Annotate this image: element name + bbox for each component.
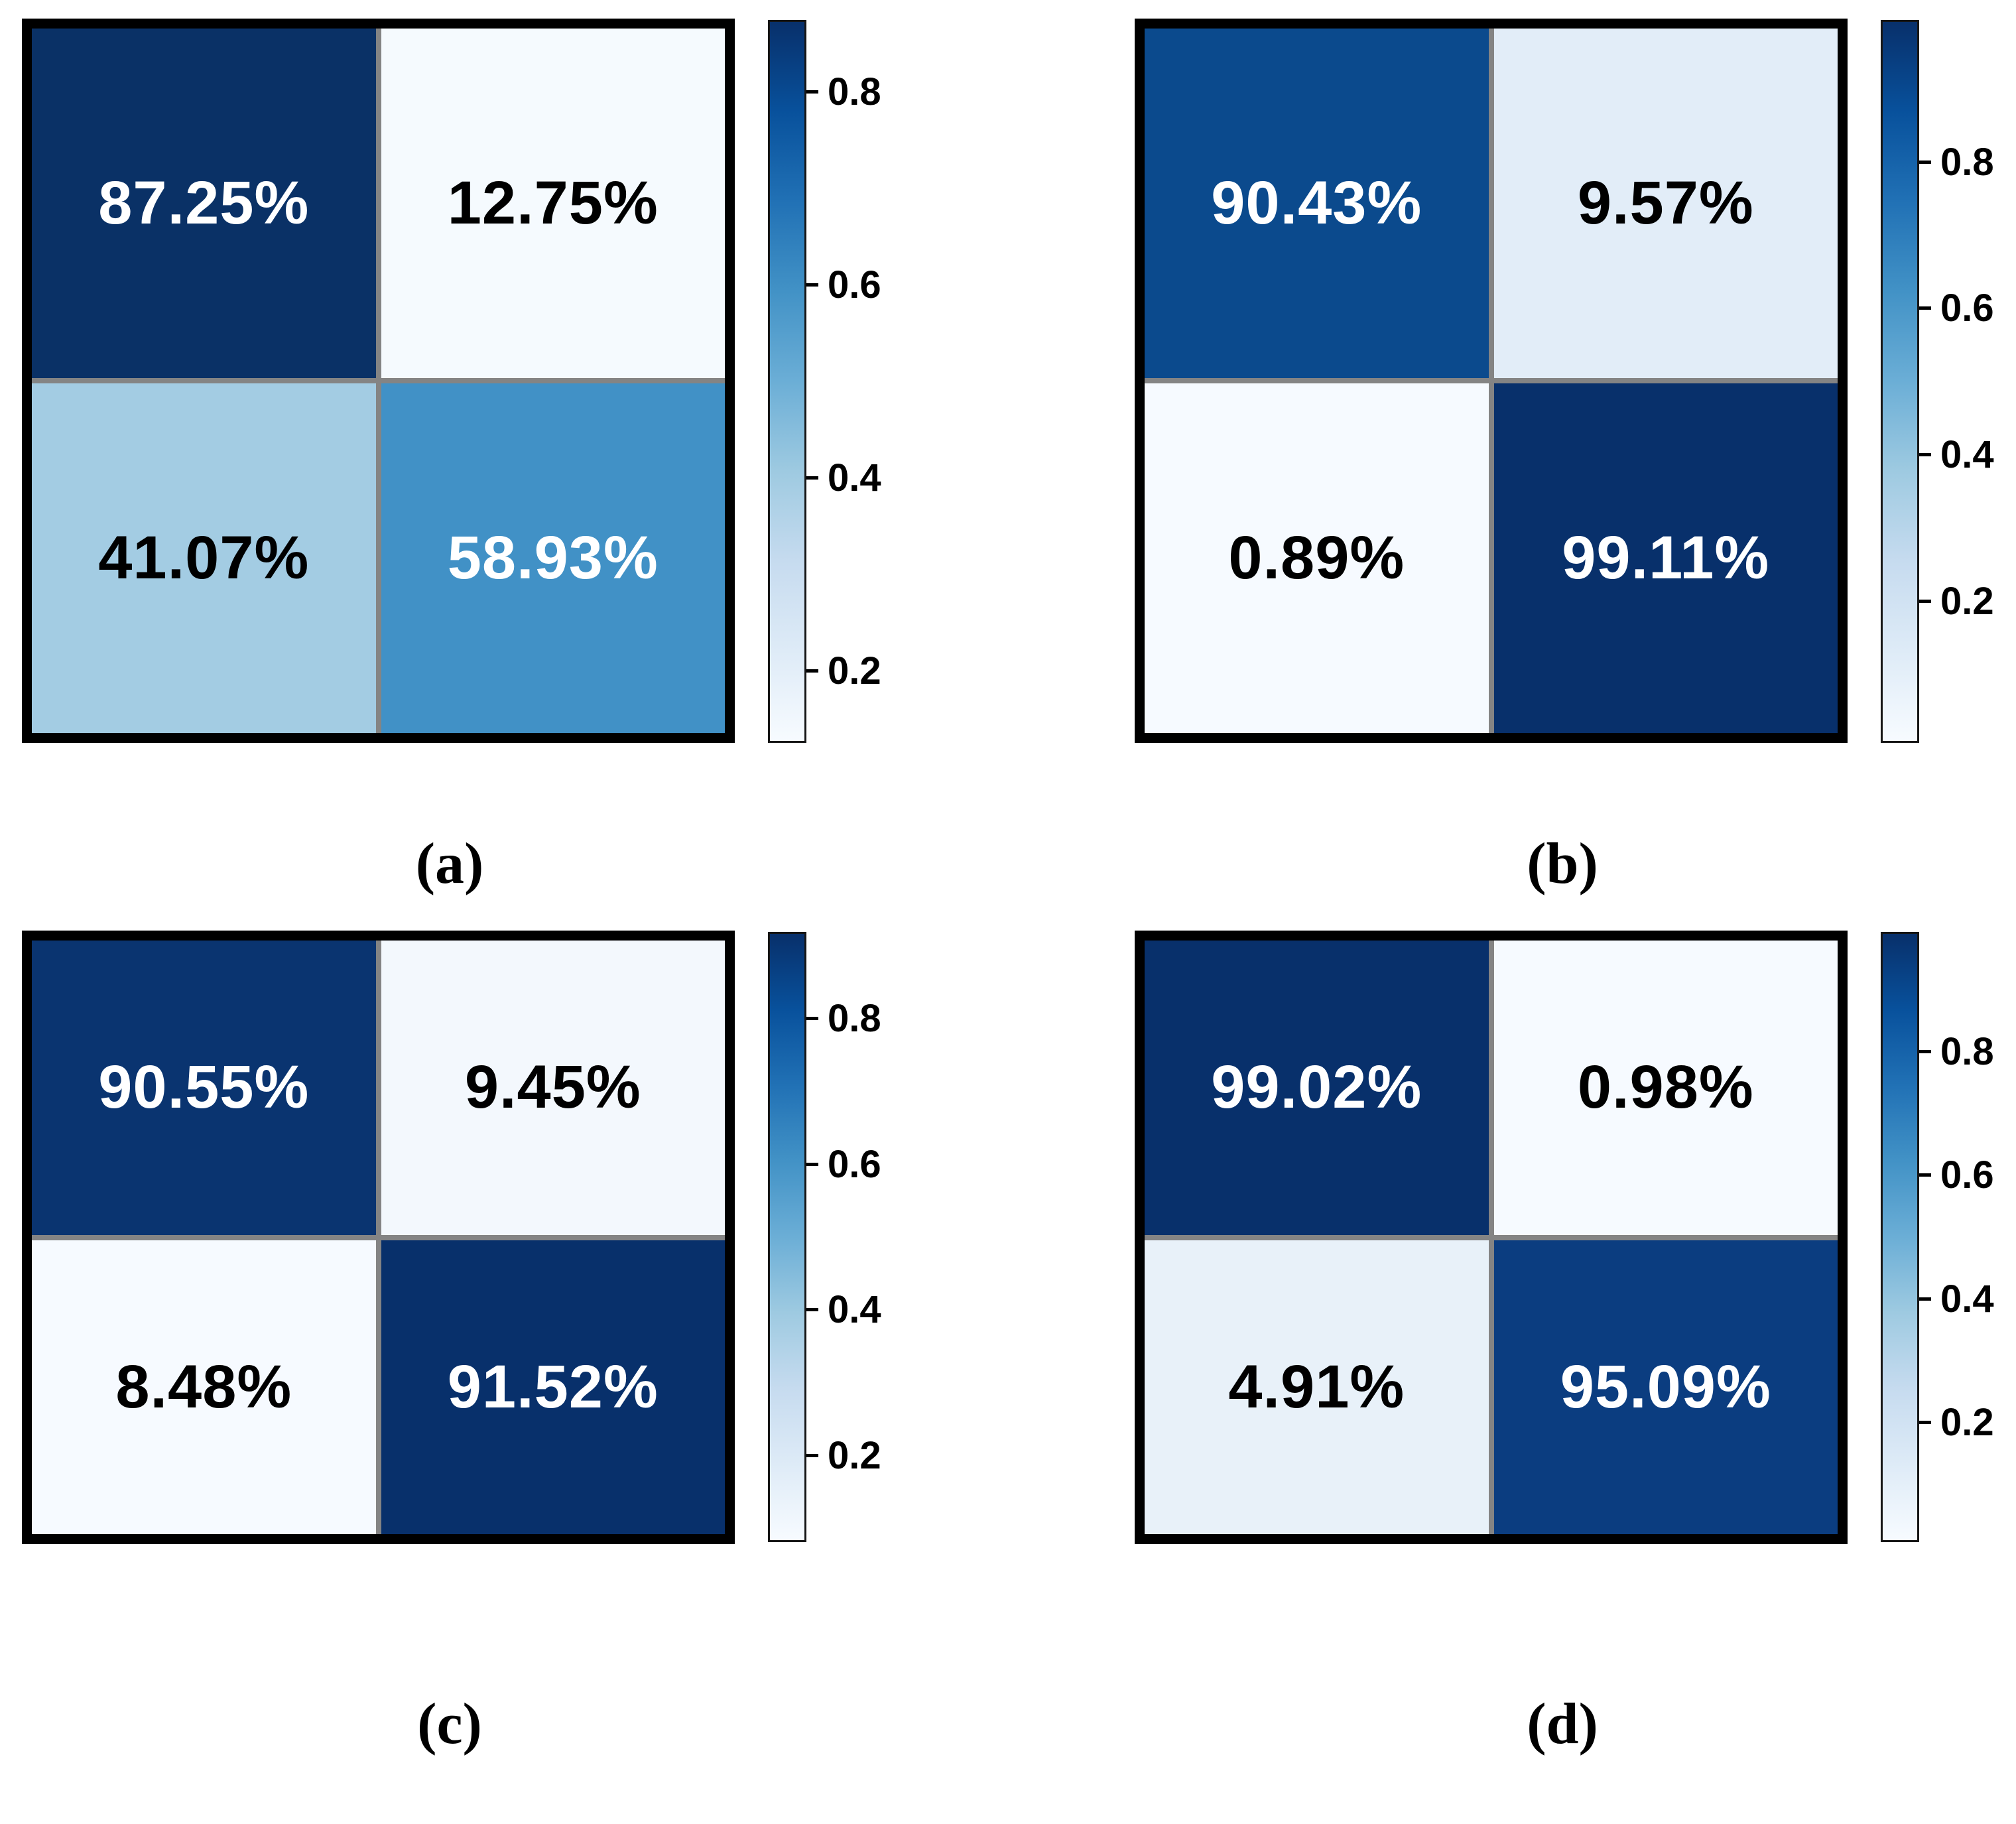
colorbar-tick: 0.4 [806, 454, 881, 501]
colorbar-gradient [770, 934, 804, 1540]
colorbar-tick: 0.8 [1919, 1028, 1994, 1075]
tick-label: 0.2 [1940, 1401, 1994, 1445]
tick-mark [1919, 453, 1931, 457]
tick-mark [806, 90, 818, 94]
matrix-cell-r0c1: 9.45% [381, 941, 725, 1235]
tick-label: 0.2 [828, 649, 881, 693]
colorbar-c: 0.8 0.6 0.4 0.2 [768, 932, 881, 1542]
colorbar-tick: 0.6 [1919, 1152, 1994, 1199]
matrix-cell-r1c0: 8.48% [32, 1240, 376, 1534]
tick-mark [1919, 160, 1931, 164]
matrix-cell-r0c1: 0.98% [1493, 941, 1838, 1235]
tick-mark [806, 1454, 818, 1458]
colorbar-gradient [1883, 934, 1917, 1540]
tick-label: 0.6 [828, 1142, 881, 1186]
confusion-matrix-c: 90.55% 9.45% 8.48% 91.52% [22, 931, 735, 1544]
tick-label: 0.8 [1940, 1029, 1994, 1073]
tick-label: 0.4 [1940, 433, 1994, 477]
tick-label: 0.6 [828, 263, 881, 307]
matrix-cell-r1c1: 91.52% [381, 1240, 725, 1534]
colorbar-tick: 0.8 [806, 68, 881, 115]
matrix-cell-r1c0: 4.91% [1145, 1240, 1489, 1534]
tick-mark [1919, 1421, 1931, 1425]
confusion-matrix-a: 87.25% 12.75% 41.07% 58.93% [22, 19, 735, 743]
tick-mark [1919, 1049, 1931, 1053]
colorbar-gradient [770, 22, 804, 741]
panel-label-d: (d) [1527, 1692, 1598, 1756]
tick-mark [806, 283, 818, 287]
tick-label: 0.8 [828, 70, 881, 113]
tick-mark [806, 1308, 818, 1312]
panel-label-a: (a) [415, 832, 484, 896]
tick-mark [806, 1162, 818, 1166]
colorbar-tick: 0.4 [1919, 432, 1994, 478]
matrix-cell-r1c0: 41.07% [32, 383, 376, 733]
colorbar-tick: 0.6 [806, 262, 881, 308]
tick-label: 0.6 [1940, 286, 1994, 330]
panel-label-b: (b) [1527, 832, 1598, 896]
confusion-matrix-b: 90.43% 9.57% 0.89% 99.11% [1135, 19, 1848, 743]
panel-a: 87.25% 12.75% 41.07% 58.93% 0.8 0.6 0.4 … [0, 0, 903, 912]
tick-mark [1919, 1297, 1931, 1301]
colorbar-a: 0.8 0.6 0.4 0.2 [768, 20, 881, 743]
colorbar-tick: 0.2 [806, 648, 881, 694]
matrix-cell-r0c0: 90.55% [32, 941, 376, 1235]
colorbar-gradient [1883, 22, 1917, 741]
matrix-cell-r1c1: 99.11% [1493, 383, 1838, 733]
colorbar-tick: 0.8 [806, 995, 881, 1041]
panel-b: 90.43% 9.57% 0.89% 99.11% 0.8 0.6 0.4 0.… [1113, 0, 2016, 912]
tick-label: 0.6 [1940, 1153, 1994, 1197]
tick-mark [806, 669, 818, 673]
colorbar-tick: 0.2 [1919, 1400, 1994, 1446]
tick-mark [806, 1016, 818, 1020]
matrix-cell-r0c1: 9.57% [1493, 29, 1838, 378]
tick-label: 0.2 [1940, 580, 1994, 623]
panel-label-c: (c) [417, 1692, 482, 1756]
tick-label: 0.4 [828, 456, 881, 499]
colorbar-tick: 0.2 [806, 1433, 881, 1479]
colorbar-tick: 0.6 [806, 1141, 881, 1187]
matrix-cell-r1c1: 95.09% [1493, 1240, 1838, 1534]
tick-label: 0.4 [828, 1288, 881, 1332]
tick-label: 0.2 [828, 1434, 881, 1478]
tick-mark [1919, 306, 1931, 310]
tick-mark [1919, 600, 1931, 604]
colorbar-d: 0.8 0.6 0.4 0.2 [1881, 932, 1994, 1542]
tick-mark [806, 476, 818, 480]
matrix-cell-r0c0: 90.43% [1145, 29, 1489, 378]
panel-c: 90.55% 9.45% 8.48% 91.52% 0.8 0.6 0.4 0.… [0, 912, 903, 1824]
matrix-cell-r0c0: 99.02% [1145, 941, 1489, 1235]
colorbar-tick: 0.8 [1919, 139, 1994, 185]
panel-d: 99.02% 0.98% 4.91% 95.09% 0.8 0.6 0.4 0.… [1113, 912, 2016, 1824]
colorbar-b: 0.8 0.6 0.4 0.2 [1881, 20, 1994, 743]
tick-label: 0.4 [1940, 1277, 1994, 1321]
colorbar-tick: 0.6 [1919, 285, 1994, 331]
colorbar-tick: 0.4 [806, 1287, 881, 1333]
tick-label: 0.8 [828, 996, 881, 1040]
confusion-matrix-d: 99.02% 0.98% 4.91% 95.09% [1135, 931, 1848, 1544]
matrix-cell-r0c0: 87.25% [32, 29, 376, 378]
tick-mark [1919, 1173, 1931, 1177]
matrix-cell-r1c1: 58.93% [381, 383, 725, 733]
matrix-cell-r1c0: 0.89% [1145, 383, 1489, 733]
colorbar-tick: 0.2 [1919, 578, 1994, 625]
colorbar-tick: 0.4 [1919, 1275, 1994, 1322]
tick-label: 0.8 [1940, 140, 1994, 184]
matrix-cell-r0c1: 12.75% [381, 29, 725, 378]
